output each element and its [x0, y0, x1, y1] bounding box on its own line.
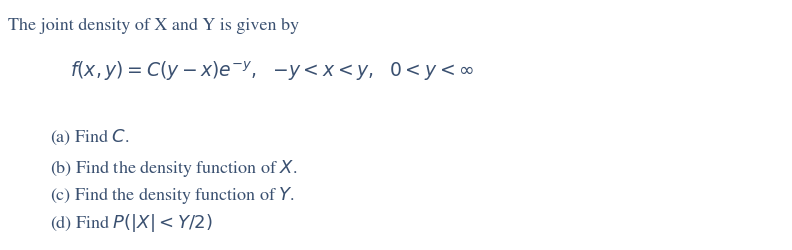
- Text: The joint density of X and Y is given by: The joint density of X and Y is given by: [8, 18, 299, 34]
- Text: (d) Find $P(|X| < Y/2)$: (d) Find $P(|X| < Y/2)$: [50, 211, 213, 233]
- Text: (a) Find $C$.: (a) Find $C$.: [50, 128, 130, 146]
- Text: $f(x, y) = C(y-x)e^{-y},\ \ {-y} < x < y,\ \ 0 < y < \infty$: $f(x, y) = C(y-x)e^{-y},\ \ {-y} < x < y…: [70, 60, 474, 83]
- Text: (b) Find the density function of $X$.: (b) Find the density function of $X$.: [50, 157, 298, 178]
- Text: (c) Find the density function of $Y$.: (c) Find the density function of $Y$.: [50, 184, 295, 205]
